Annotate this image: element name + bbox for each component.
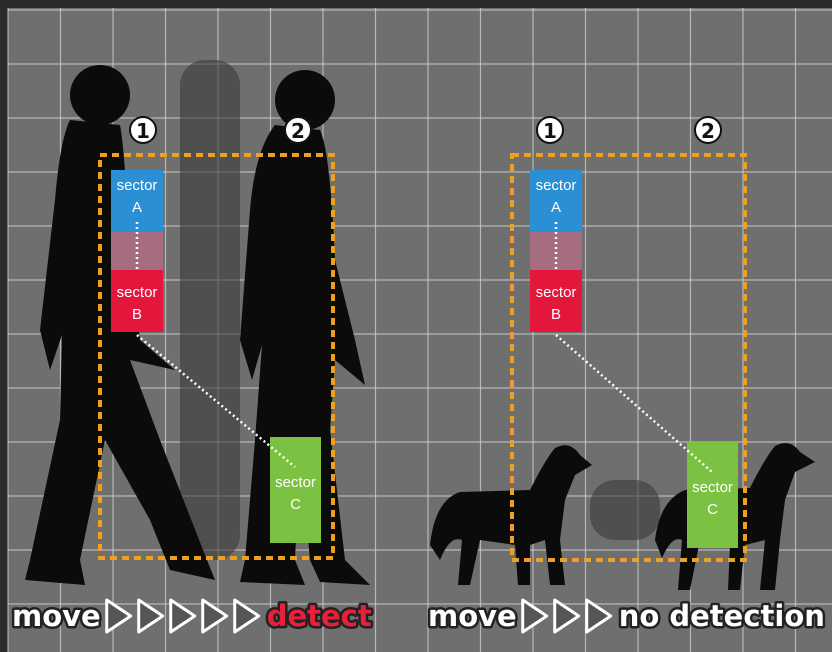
caption-result: no detection: [619, 599, 825, 633]
sector-letter: A: [551, 199, 561, 216]
sector-letter: C: [290, 496, 301, 513]
position-number: 2: [701, 119, 715, 143]
sector-letter: C: [707, 501, 718, 518]
position-number: 2: [291, 119, 305, 143]
caption-result: detect: [267, 599, 372, 633]
position-number: 1: [136, 119, 150, 143]
position-number: 1: [543, 119, 557, 143]
sector-label: sector: [692, 479, 733, 496]
caption-action: move: [12, 599, 101, 633]
sector-letter: B: [132, 306, 142, 323]
sector-label: sector: [117, 177, 158, 194]
sector-label: sector: [117, 284, 158, 301]
sector-letter: A: [132, 199, 142, 216]
sector-label: sector: [275, 474, 316, 491]
caption-action: move: [428, 599, 517, 633]
sector-label: sector: [536, 177, 577, 194]
scene: 1 2 sector Asector Bsector Cmove detect 1 2 secto…: [0, 0, 832, 652]
sector-letter: B: [551, 306, 561, 323]
sector-label: sector: [536, 284, 577, 301]
